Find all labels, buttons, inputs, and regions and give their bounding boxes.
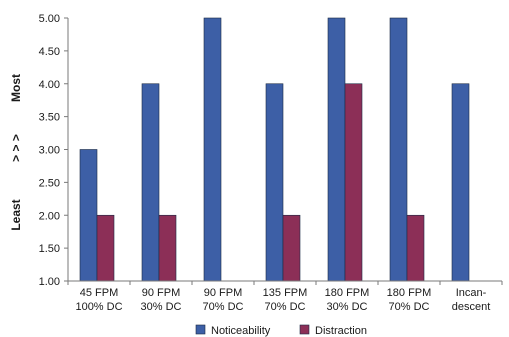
- bar-distraction-3: [282, 214, 301, 282]
- y-tick-label: 3.00: [39, 145, 60, 157]
- y-side-labels: Most > > > Least: [9, 74, 23, 231]
- bar-noticeability-1: [141, 83, 160, 282]
- axes: [67, 18, 503, 285]
- bar-noticeability-4: [327, 17, 346, 282]
- bar-distraction-4: [344, 83, 363, 282]
- bar-distraction-5: [406, 214, 425, 282]
- bars: [79, 17, 470, 282]
- bar-distraction-0: [96, 214, 115, 282]
- legend-label-distraction: Distraction: [315, 325, 367, 337]
- y-side-label-least: Least: [9, 199, 23, 230]
- legend-swatch-noticeability: [195, 324, 206, 335]
- x-category-label: 45 FPM: [80, 287, 119, 299]
- bar-noticeability-0: [79, 149, 98, 282]
- x-category-label: 180 FPM: [325, 287, 370, 299]
- y-tick-label: 2.00: [39, 210, 60, 222]
- legend-swatch-distraction: [299, 324, 310, 335]
- x-category-label: descent: [452, 301, 491, 313]
- x-category-label: Incan-: [456, 287, 487, 299]
- x-category-label: 70% DC: [265, 301, 306, 313]
- y-tick-label: 4.50: [39, 46, 60, 58]
- x-category-label: 30% DC: [141, 301, 182, 313]
- y-tick-label: 2.50: [39, 177, 60, 189]
- bar-distraction-1: [158, 214, 177, 282]
- bar-noticeability-3: [265, 83, 284, 282]
- y-tick-label: 1.00: [39, 276, 60, 288]
- bar-noticeability-6: [451, 83, 470, 282]
- x-category-label: 100% DC: [75, 301, 122, 313]
- y-side-label-most: Most: [9, 74, 23, 102]
- x-category-label: 30% DC: [327, 301, 368, 313]
- bar-noticeability-2: [203, 17, 222, 282]
- x-category-label: 180 FPM: [387, 287, 432, 299]
- legend: Noticeability Distraction: [195, 324, 367, 337]
- x-category-label: 70% DC: [203, 301, 244, 313]
- y-tick-label: 3.50: [39, 112, 60, 124]
- x-axis-category-labels: 45 FPM 100% DC 90 FPM 30% DC 90 FPM 70% DC 135…: [75, 287, 490, 313]
- y-side-label-arrows: > > >: [9, 134, 23, 162]
- x-category-label: 135 FPM: [263, 287, 308, 299]
- y-tick-label: 4.00: [39, 79, 60, 91]
- y-axis-ticks: 1.00 1.50 2.00 2.50 3.00 3.50 4.00 4.50 5.00: [39, 13, 68, 288]
- y-tick-label: 1.50: [39, 243, 60, 255]
- y-tick-label: 5.00: [39, 13, 60, 25]
- x-category-label: 90 FPM: [204, 287, 243, 299]
- x-category-label: 90 FPM: [142, 287, 181, 299]
- legend-label-noticeability: Noticeability: [211, 325, 271, 337]
- x-category-label: 70% DC: [389, 301, 430, 313]
- bar-noticeability-5: [389, 17, 408, 282]
